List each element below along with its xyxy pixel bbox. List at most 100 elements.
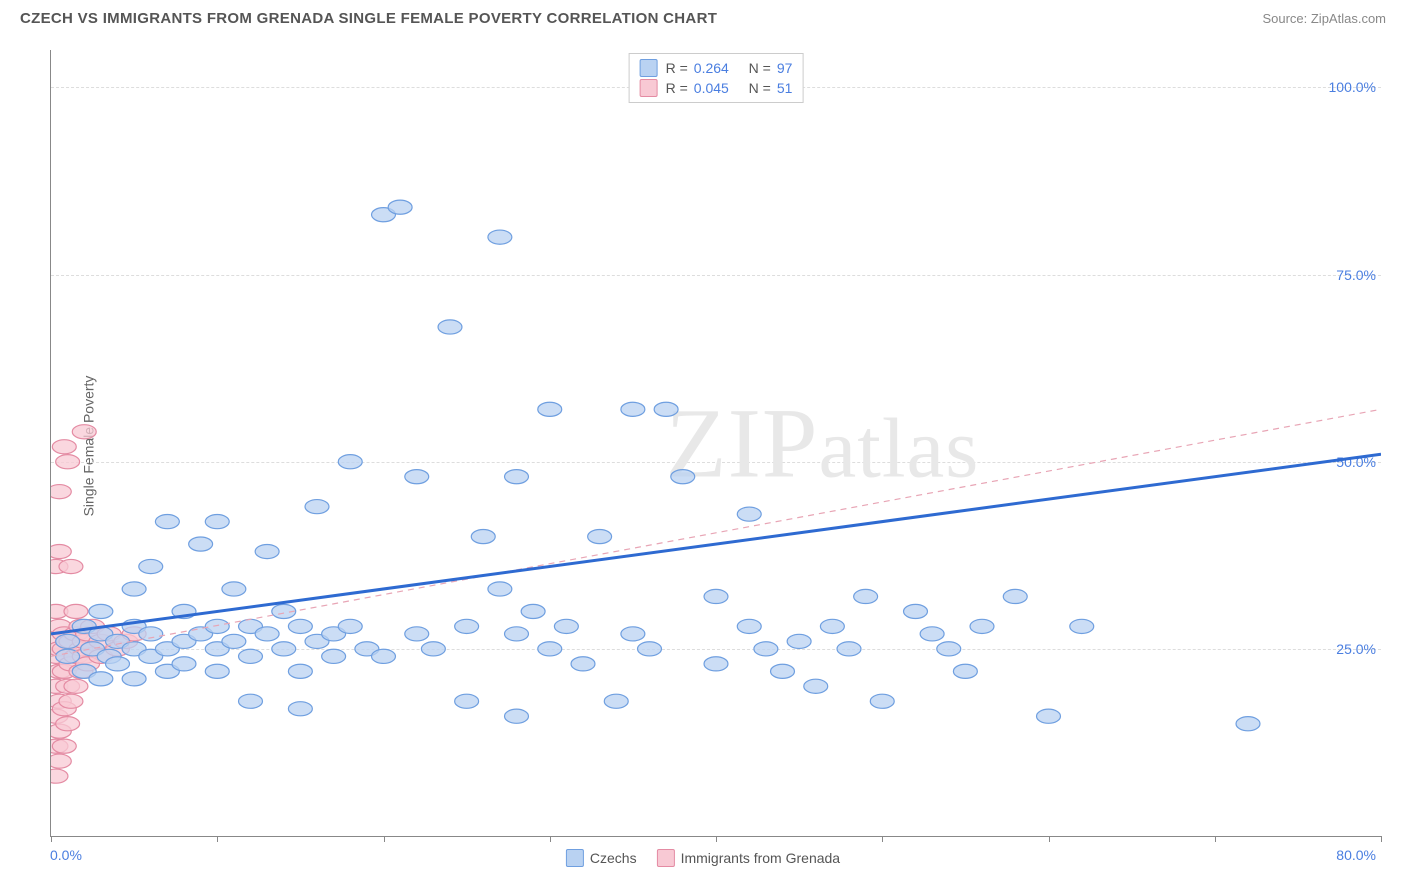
trend-line xyxy=(51,409,1381,656)
data-point xyxy=(338,455,362,469)
data-point xyxy=(205,515,229,529)
data-point xyxy=(1236,717,1260,731)
data-point xyxy=(837,642,861,656)
data-point xyxy=(588,529,612,543)
x-tick xyxy=(51,836,52,842)
data-point xyxy=(455,694,479,708)
correlation-legend: R = 0.264 N = 97 R = 0.045 N = 51 xyxy=(629,53,804,103)
data-point xyxy=(388,200,412,214)
data-point xyxy=(438,320,462,334)
data-point xyxy=(59,559,83,573)
data-point xyxy=(64,604,88,618)
data-point xyxy=(754,642,778,656)
data-point xyxy=(72,425,96,439)
data-point xyxy=(239,649,263,663)
data-point xyxy=(222,582,246,596)
data-point xyxy=(51,544,71,558)
data-point xyxy=(189,537,213,551)
x-tick xyxy=(716,836,717,842)
n-value-series1: 97 xyxy=(777,60,793,76)
legend-swatch-bottom-series2 xyxy=(657,849,675,867)
data-point xyxy=(1003,589,1027,603)
data-point xyxy=(239,694,263,708)
legend-row-series1: R = 0.264 N = 97 xyxy=(640,58,793,78)
x-axis-min-label: 0.0% xyxy=(50,847,82,863)
r-value-series2: 0.045 xyxy=(694,80,729,96)
series-legend: Czechs Immigrants from Grenada xyxy=(566,849,840,867)
data-point xyxy=(737,507,761,521)
data-point xyxy=(338,619,362,633)
data-point xyxy=(51,769,68,783)
trend-line xyxy=(51,454,1381,634)
chart-title: CZECH VS IMMIGRANTS FROM GRENADA SINGLE … xyxy=(20,10,717,27)
data-point xyxy=(59,694,83,708)
x-tick xyxy=(1381,836,1382,842)
data-point xyxy=(787,634,811,648)
data-point xyxy=(521,604,545,618)
source-attribution: Source: ZipAtlas.com xyxy=(1262,11,1386,26)
data-point xyxy=(288,664,312,678)
data-point xyxy=(155,515,179,529)
data-point xyxy=(122,582,146,596)
data-point xyxy=(538,642,562,656)
data-point xyxy=(970,619,994,633)
data-point xyxy=(56,634,80,648)
data-point xyxy=(51,485,71,499)
data-point xyxy=(488,230,512,244)
data-point xyxy=(405,470,429,484)
data-point xyxy=(455,619,479,633)
data-point xyxy=(488,582,512,596)
data-point xyxy=(638,642,662,656)
x-tick xyxy=(1215,836,1216,842)
data-point xyxy=(272,642,296,656)
data-point xyxy=(172,657,196,671)
data-point xyxy=(52,739,76,753)
data-point xyxy=(405,627,429,641)
data-point xyxy=(288,619,312,633)
legend-text-series1: R = 0.264 N = 97 xyxy=(666,60,793,76)
data-point xyxy=(322,649,346,663)
data-point xyxy=(621,402,645,416)
data-point xyxy=(255,627,279,641)
data-point xyxy=(288,702,312,716)
x-tick xyxy=(550,836,551,842)
n-label: N = xyxy=(749,60,771,76)
data-point xyxy=(604,694,628,708)
legend-row-series2: R = 0.045 N = 51 xyxy=(640,78,793,98)
data-point xyxy=(904,604,928,618)
data-point xyxy=(106,657,130,671)
data-point xyxy=(64,679,88,693)
scatter-plot-svg xyxy=(51,50,1381,836)
data-point xyxy=(139,559,163,573)
x-axis-max-label: 80.0% xyxy=(1336,847,1376,863)
data-point xyxy=(205,619,229,633)
legend-text-series2: R = 0.045 N = 51 xyxy=(666,80,793,96)
legend-swatch-series2 xyxy=(640,79,658,97)
data-point xyxy=(538,402,562,416)
data-point xyxy=(89,604,113,618)
data-point xyxy=(471,529,495,543)
data-point xyxy=(205,664,229,678)
n-value-series2: 51 xyxy=(777,80,793,96)
data-point xyxy=(305,500,329,514)
legend-item-series2: Immigrants from Grenada xyxy=(657,849,841,867)
legend-swatch-series1 xyxy=(640,59,658,77)
data-point xyxy=(56,717,80,731)
data-point xyxy=(953,664,977,678)
data-point xyxy=(554,619,578,633)
data-point xyxy=(1037,709,1061,723)
data-point xyxy=(1070,619,1094,633)
data-point xyxy=(52,440,76,454)
data-point xyxy=(222,634,246,648)
legend-label-series1: Czechs xyxy=(590,850,637,866)
data-point xyxy=(505,709,529,723)
data-point xyxy=(505,627,529,641)
data-point xyxy=(820,619,844,633)
data-point xyxy=(937,642,961,656)
data-point xyxy=(771,664,795,678)
legend-swatch-bottom-series1 xyxy=(566,849,584,867)
data-point xyxy=(372,649,396,663)
chart-plot-area: ZIPatlas R = 0.264 N = 97 R = 0.045 N = … xyxy=(50,50,1381,837)
data-point xyxy=(571,657,595,671)
data-point xyxy=(737,619,761,633)
